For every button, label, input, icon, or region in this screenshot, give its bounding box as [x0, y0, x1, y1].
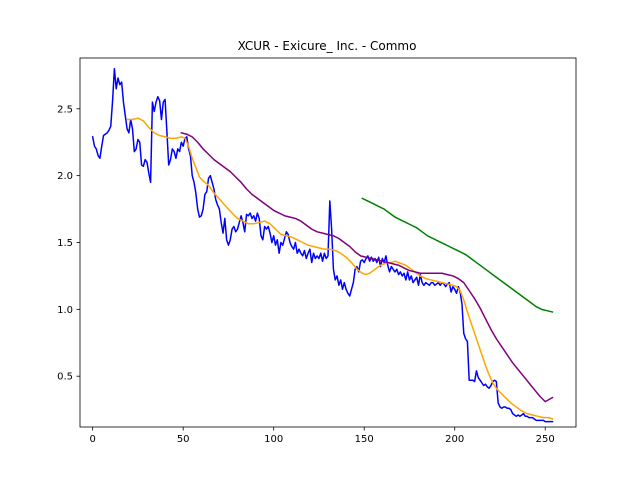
y-tick-label: 1.5	[57, 238, 73, 249]
series-line-1	[91, 67, 554, 423]
x-tick-label: 100	[264, 434, 283, 445]
x-tick-label: 50	[177, 434, 190, 445]
series-line-3	[180, 131, 554, 403]
y-tick-label: 2.0	[57, 171, 73, 182]
x-tick-label: 250	[536, 434, 555, 445]
series-layer	[91, 67, 554, 423]
chart-title: XCUR - Exicure_ Inc. - Commo	[238, 39, 417, 53]
x-tick-label: 150	[355, 434, 374, 445]
x-tick-label: 200	[445, 434, 464, 445]
y-tick-label: 1.0	[57, 305, 73, 316]
series-line-2	[126, 117, 554, 420]
x-tick-label: 0	[89, 434, 95, 445]
y-tick-label: 0.5	[57, 372, 73, 383]
axes-layer: 0 50 100 150 200 250 0.5 1.0 1.5 2.0 2.5	[57, 57, 577, 445]
y-tick-label: 2.5	[57, 104, 73, 115]
series-line-4	[361, 197, 554, 313]
